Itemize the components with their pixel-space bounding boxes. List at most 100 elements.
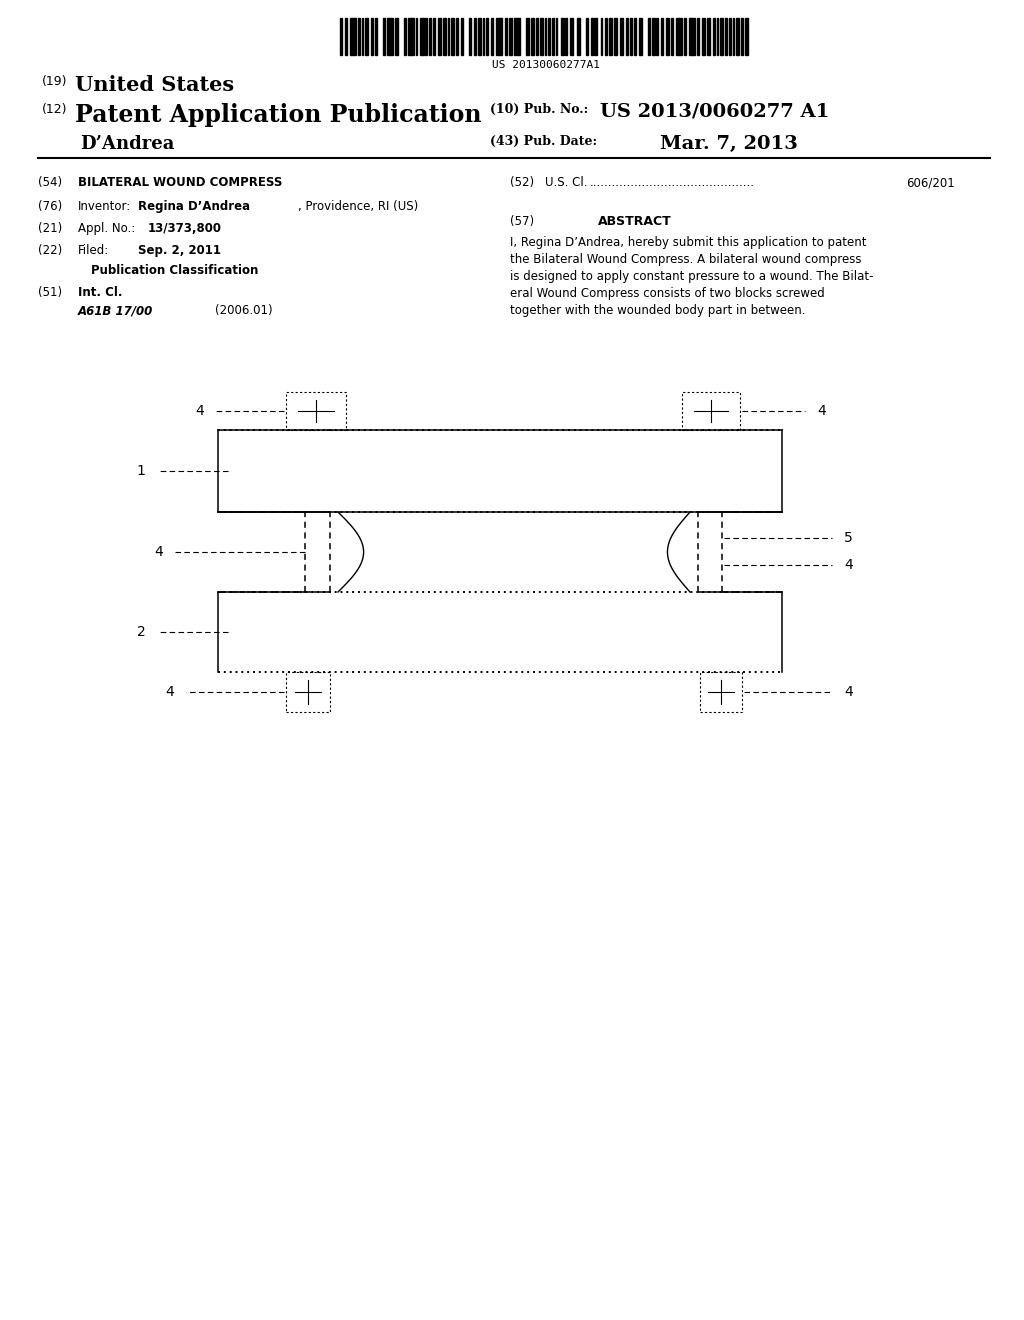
Bar bbox=[496, 18, 502, 55]
Bar bbox=[556, 18, 557, 55]
Text: (10) Pub. No.:: (10) Pub. No.: bbox=[490, 103, 588, 116]
Bar bbox=[682, 392, 740, 430]
Bar bbox=[605, 18, 607, 55]
Bar bbox=[676, 18, 682, 55]
Bar bbox=[383, 18, 385, 55]
Text: (54): (54) bbox=[38, 176, 62, 189]
Bar bbox=[474, 18, 476, 55]
Bar bbox=[387, 18, 393, 55]
Bar bbox=[729, 18, 731, 55]
Bar bbox=[286, 392, 346, 430]
Text: 4: 4 bbox=[817, 404, 826, 418]
Bar bbox=[651, 18, 654, 55]
Text: 4: 4 bbox=[165, 685, 174, 700]
Bar bbox=[345, 18, 347, 55]
Text: Sep. 2, 2011: Sep. 2, 2011 bbox=[138, 244, 221, 257]
Bar bbox=[725, 18, 727, 55]
Bar bbox=[433, 18, 434, 55]
Text: I, Regina D’Andrea, hereby submit this application to patent: I, Regina D’Andrea, hereby submit this a… bbox=[510, 236, 866, 249]
Bar bbox=[720, 18, 723, 55]
Bar bbox=[671, 18, 673, 55]
Bar bbox=[565, 18, 567, 55]
Text: US 2013/0060277 A1: US 2013/0060277 A1 bbox=[600, 103, 829, 121]
Bar bbox=[526, 18, 529, 55]
Bar bbox=[218, 430, 782, 512]
Text: United States: United States bbox=[75, 75, 234, 95]
Bar bbox=[366, 18, 369, 55]
Bar bbox=[741, 18, 743, 55]
Bar bbox=[482, 18, 484, 55]
Bar bbox=[717, 18, 719, 55]
Bar bbox=[456, 18, 458, 55]
Bar bbox=[286, 672, 330, 711]
Bar bbox=[505, 18, 507, 55]
Bar bbox=[361, 18, 364, 55]
Text: (21): (21) bbox=[38, 222, 62, 235]
Bar bbox=[375, 18, 377, 55]
Text: Int. Cl.: Int. Cl. bbox=[78, 286, 123, 300]
Bar bbox=[350, 18, 356, 55]
Bar bbox=[416, 18, 418, 55]
Text: 4: 4 bbox=[844, 685, 853, 700]
Bar bbox=[477, 18, 480, 55]
Bar bbox=[621, 18, 624, 55]
Bar bbox=[577, 18, 580, 55]
Bar bbox=[536, 18, 538, 55]
Text: BILATERAL WOUND COMPRESS: BILATERAL WOUND COMPRESS bbox=[78, 176, 283, 189]
Bar bbox=[700, 672, 742, 711]
Text: is designed to apply constant pressure to a wound. The Bilat-: is designed to apply constant pressure t… bbox=[510, 271, 873, 282]
Text: ABSTRACT: ABSTRACT bbox=[598, 215, 672, 228]
Bar bbox=[586, 18, 588, 55]
Bar bbox=[634, 18, 636, 55]
Bar bbox=[372, 18, 373, 55]
Bar bbox=[656, 18, 658, 55]
Bar bbox=[684, 18, 686, 55]
Bar bbox=[570, 18, 573, 55]
Text: Publication Classification: Publication Classification bbox=[91, 264, 259, 277]
Bar bbox=[732, 18, 734, 55]
Text: US 20130060277A1: US 20130060277A1 bbox=[492, 59, 600, 70]
Text: (57): (57) bbox=[510, 215, 535, 228]
Bar bbox=[701, 18, 705, 55]
Text: (52): (52) bbox=[510, 176, 535, 189]
Bar bbox=[340, 18, 342, 55]
Bar bbox=[469, 18, 471, 55]
Bar bbox=[442, 18, 445, 55]
Bar bbox=[594, 18, 597, 55]
Bar bbox=[545, 18, 547, 55]
Text: Regina D’Andrea: Regina D’Andrea bbox=[138, 201, 250, 213]
Bar bbox=[689, 18, 695, 55]
Text: 5: 5 bbox=[844, 531, 853, 545]
Text: Filed:: Filed: bbox=[78, 244, 110, 257]
Bar bbox=[452, 18, 455, 55]
Bar bbox=[591, 18, 593, 55]
Bar bbox=[648, 18, 649, 55]
Bar bbox=[514, 18, 520, 55]
Bar bbox=[552, 18, 554, 55]
Bar bbox=[609, 18, 612, 55]
Bar bbox=[437, 18, 440, 55]
Bar bbox=[492, 18, 493, 55]
Bar bbox=[408, 18, 414, 55]
Bar bbox=[662, 18, 664, 55]
Text: D’Andrea: D’Andrea bbox=[80, 135, 174, 153]
Bar bbox=[697, 18, 698, 55]
Text: U.S. Cl.: U.S. Cl. bbox=[545, 176, 588, 189]
Bar bbox=[403, 18, 406, 55]
Bar bbox=[461, 18, 463, 55]
Text: , Providence, RI (US): , Providence, RI (US) bbox=[298, 201, 418, 213]
Bar bbox=[627, 18, 628, 55]
Text: (76): (76) bbox=[38, 201, 62, 213]
Text: 2: 2 bbox=[137, 624, 145, 639]
Text: Inventor:: Inventor: bbox=[78, 201, 131, 213]
Text: A61B 17/00: A61B 17/00 bbox=[78, 304, 154, 317]
Bar bbox=[713, 18, 715, 55]
Text: Patent Application Publication: Patent Application Publication bbox=[75, 103, 481, 127]
Bar bbox=[447, 18, 450, 55]
Bar bbox=[218, 591, 782, 672]
Text: Mar. 7, 2013: Mar. 7, 2013 bbox=[660, 135, 798, 153]
Bar bbox=[509, 18, 512, 55]
Bar bbox=[531, 18, 535, 55]
Bar bbox=[736, 18, 739, 55]
Text: eral Wound Compress consists of two blocks screwed: eral Wound Compress consists of two bloc… bbox=[510, 286, 824, 300]
